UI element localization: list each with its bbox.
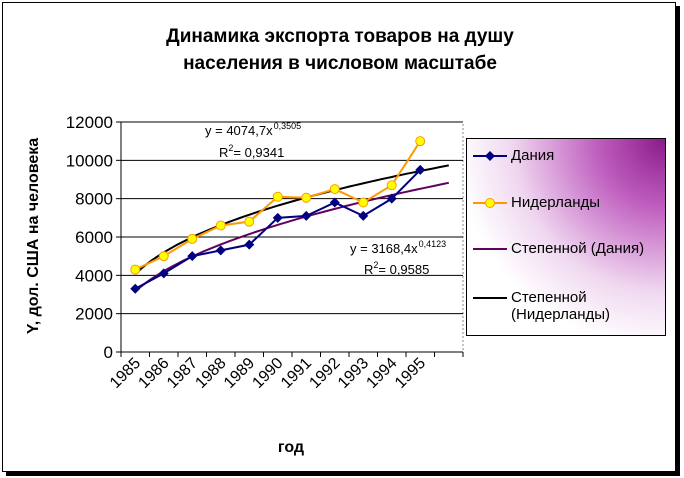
x-tick-label: 1995 — [392, 355, 429, 392]
x-tick-label: 1991 — [278, 355, 315, 392]
y-tick-label: 8000 — [75, 190, 113, 209]
data-point-netherlands — [358, 197, 369, 208]
denmark-trend-exponent: 0,4123 — [419, 239, 447, 249]
x-tick-label: 1990 — [249, 355, 286, 392]
legend-item-trend-denmark: Степенной (Дания) — [473, 240, 644, 257]
chart-title-line2: населения в числовом масштабе — [183, 53, 497, 74]
data-point-netherlands — [301, 192, 312, 203]
netherlands-trend-r2: R — [219, 145, 228, 160]
x-tick-label: 1992 — [306, 355, 343, 392]
netherlands-trend-r2-value: = 0,9341 — [233, 145, 284, 160]
data-point-netherlands — [329, 184, 340, 195]
data-point-netherlands — [158, 251, 169, 262]
data-point-denmark — [187, 251, 198, 262]
data-point-netherlands — [130, 264, 141, 275]
data-point-denmark — [329, 197, 340, 208]
legend-label: Степенной (Дания) — [511, 240, 645, 257]
denmark-trend-r2-sup: 2 — [373, 260, 378, 270]
legend-label: Дания — [511, 147, 555, 164]
x-tick-label: 1988 — [192, 355, 229, 392]
legend-item-denmark: Дания — [473, 147, 554, 164]
denmark-trend-equation: y = 3168,4x — [350, 241, 418, 256]
legend-item-netherlands: Нидерланды — [473, 194, 600, 211]
data-point-denmark — [358, 210, 369, 221]
legend-item-trend-netherlands: Степенной (Нидерланды) — [473, 289, 610, 323]
data-point-denmark — [244, 239, 255, 250]
y-tick-label: 4000 — [75, 266, 113, 285]
data-point-denmark — [215, 245, 226, 256]
netherlands-trend-equation: y = 4074,7x — [205, 123, 273, 138]
data-point-denmark — [415, 164, 426, 175]
y-tick-label: 0 — [104, 343, 113, 362]
data-point-denmark — [272, 212, 283, 223]
denmark-trend-r2: R — [364, 262, 373, 277]
denmark-trend-r2-value: = 0,9585 — [378, 262, 429, 277]
y-tick-label: 10000 — [66, 151, 113, 170]
y-tick-label: 12000 — [66, 113, 113, 132]
x-tick-label: 1989 — [221, 355, 258, 392]
data-point-netherlands — [415, 136, 426, 147]
data-point-netherlands — [215, 220, 226, 231]
data-point-netherlands — [244, 216, 255, 227]
y-axis-label: Y, дол. США на человека — [25, 138, 42, 334]
data-point-netherlands — [187, 233, 198, 244]
legend: Дания Нидерланды Степенной (Дания) Степе… — [466, 138, 666, 336]
data-point-denmark — [386, 193, 397, 204]
chart-title-line1: Динамика экспорта товаров на душу — [166, 26, 514, 47]
x-tick-label: 1994 — [363, 355, 400, 392]
x-tick-label: 1993 — [335, 355, 372, 392]
netherlands-trend-r2-sup: 2 — [228, 143, 233, 153]
netherlands-trend-exponent: 0,3505 — [274, 121, 302, 131]
data-point-netherlands — [386, 180, 397, 191]
y-tick-label: 6000 — [75, 228, 113, 247]
x-tick-label: 1986 — [135, 355, 172, 392]
data-point-denmark — [301, 210, 312, 221]
y-tick-label: 2000 — [75, 305, 113, 324]
legend-label: Нидерланды — [511, 194, 601, 211]
data-point-denmark — [130, 283, 141, 294]
x-tick-label: 1987 — [164, 355, 201, 392]
x-axis-label: год — [278, 439, 304, 456]
data-point-denmark — [158, 268, 169, 279]
legend-label: Степенной (Нидерланды) — [511, 289, 611, 323]
data-point-netherlands — [272, 191, 283, 202]
